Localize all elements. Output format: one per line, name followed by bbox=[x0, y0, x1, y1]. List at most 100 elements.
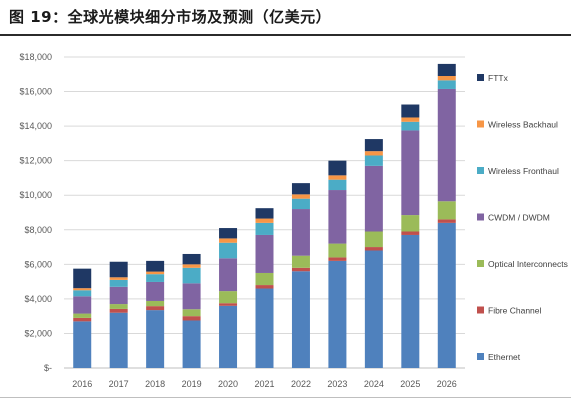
legend-label: CWDM / DWDM bbox=[488, 213, 550, 223]
bar-segment-wireless-backhaul bbox=[182, 264, 201, 268]
y-axis-ticks: $- $2,000 $4,000 $6,000 $8,000 $10,000 $12,000… bbox=[19, 52, 52, 373]
x-tick-label: 2022 bbox=[291, 379, 311, 389]
bar-segment-fibre-channel bbox=[219, 303, 238, 306]
x-tick-label: 2018 bbox=[145, 379, 165, 389]
legend-swatch bbox=[477, 213, 484, 221]
x-tick-label: 2016 bbox=[72, 379, 92, 389]
bar-segment-ethernet bbox=[255, 288, 274, 368]
bar-segment-optical-interconnects bbox=[109, 304, 128, 309]
bar-segment-cwdm-dwdm bbox=[437, 88, 456, 202]
bar-segment-fttx bbox=[73, 268, 92, 289]
bar-segment-wireless-backhaul bbox=[401, 117, 420, 122]
bar-segment-ethernet bbox=[328, 260, 347, 368]
bar-segment-ethernet bbox=[109, 312, 128, 368]
bar-segment-fttx bbox=[401, 104, 420, 118]
bar-segment-fibre-channel bbox=[364, 247, 383, 251]
bar-segment-fibre-channel bbox=[146, 306, 165, 311]
bar-segment-fibre-channel bbox=[437, 219, 456, 223]
bar-segment-fibre-channel bbox=[401, 231, 420, 235]
bar-segment-wireless-fronthaul bbox=[328, 179, 347, 191]
title-divider bbox=[0, 34, 571, 36]
y-tick-label: $10,000 bbox=[19, 190, 52, 200]
bar-segment-fttx bbox=[109, 261, 128, 278]
bar-segment-fttx bbox=[146, 260, 165, 272]
bar-segment-optical-interconnects bbox=[437, 201, 456, 220]
bar-segment-cwdm-dwdm bbox=[364, 165, 383, 232]
bar-segment-wireless-backhaul bbox=[73, 288, 92, 291]
y-tick-label: $8,000 bbox=[24, 225, 52, 235]
bar-segment-cwdm-dwdm bbox=[401, 130, 420, 216]
bar-segment-fibre-channel bbox=[73, 317, 92, 322]
bar-segment-wireless-backhaul bbox=[291, 194, 310, 199]
legend-label: Wireless Backhaul bbox=[488, 120, 558, 130]
legend-swatch bbox=[477, 120, 484, 128]
bar-segment-optical-interconnects bbox=[364, 231, 383, 248]
x-tick-label: 2023 bbox=[327, 379, 347, 389]
legend-swatch bbox=[477, 167, 484, 174]
stacked-bar-chart: $- $2,000 $4,000 $6,000 $8,000 $10,000 $12,000… bbox=[19, 52, 568, 389]
bar-segment-ethernet bbox=[219, 305, 238, 368]
legend-label: Fibre Channel bbox=[488, 306, 542, 316]
bar-segment-wireless-fronthaul bbox=[182, 267, 201, 284]
bar-segment-wireless-backhaul bbox=[364, 151, 383, 156]
x-tick-label: 2020 bbox=[218, 379, 238, 389]
bar-segment-ethernet bbox=[437, 222, 456, 368]
bar-segment-wireless-fronthaul bbox=[255, 222, 274, 235]
legend-swatch bbox=[477, 306, 484, 314]
x-tick-label: 2026 bbox=[437, 379, 457, 389]
legend-label: Wireless Fronthaul bbox=[488, 166, 559, 176]
bar-segment-fibre-channel bbox=[109, 308, 128, 313]
bar-segment-wireless-fronthaul bbox=[146, 274, 165, 282]
footer-divider bbox=[0, 397, 571, 398]
bar-segment-fibre-channel bbox=[291, 267, 310, 272]
bar-segment-wireless-fronthaul bbox=[109, 279, 128, 287]
x-tick-label: 2024 bbox=[364, 379, 384, 389]
bar-segment-fttx bbox=[437, 63, 456, 77]
y-tick-label: $16,000 bbox=[19, 87, 52, 97]
bar-segment-optical-interconnects bbox=[401, 215, 420, 232]
legend-swatch bbox=[477, 353, 484, 360]
bar-segment-fibre-channel bbox=[182, 316, 201, 321]
bar-segment-cwdm-dwdm bbox=[291, 209, 310, 256]
legend-label: Optical Interconnects bbox=[488, 259, 568, 269]
bar-segment-ethernet bbox=[401, 234, 420, 368]
bar-segment-optical-interconnects bbox=[146, 300, 165, 307]
bars bbox=[73, 63, 456, 368]
y-tick-label: $18,000 bbox=[19, 52, 52, 62]
bar-segment-fttx bbox=[328, 160, 347, 176]
bar-segment-wireless-backhaul bbox=[437, 76, 456, 81]
y-tick-label: $6,000 bbox=[24, 259, 52, 269]
bar-segment-optical-interconnects bbox=[291, 255, 310, 268]
bar-segment-wireless-backhaul bbox=[255, 218, 274, 223]
bar-segment-wireless-backhaul bbox=[109, 277, 128, 280]
bar-segment-wireless-backhaul bbox=[328, 175, 347, 180]
bar-segment-wireless-fronthaul bbox=[219, 242, 238, 259]
bar-segment-ethernet bbox=[291, 271, 310, 368]
bar-segment-ethernet bbox=[73, 321, 92, 368]
bar-segment-optical-interconnects bbox=[255, 272, 274, 286]
x-tick-label: 2021 bbox=[254, 379, 274, 389]
bar-segment-fttx bbox=[364, 139, 383, 152]
bar-segment-fttx bbox=[291, 183, 310, 195]
bar-segment-ethernet bbox=[364, 250, 383, 368]
bar-segment-optical-interconnects bbox=[328, 243, 347, 258]
bar-segment-optical-interconnects bbox=[219, 291, 238, 304]
legend: FTTx Wireless Backhaul Wireless Fronthaul C… bbox=[477, 73, 568, 362]
y-tick-label: $- bbox=[44, 363, 52, 373]
bar-segment-fibre-channel bbox=[255, 285, 274, 289]
legend-label: FTTx bbox=[488, 73, 509, 83]
figure-title: 图 19：全球光模块细分市场及预测（亿美元） bbox=[9, 8, 332, 26]
bar-segment-wireless-backhaul bbox=[219, 238, 238, 243]
bar-segment-wireless-fronthaul bbox=[291, 198, 310, 210]
bar-segment-fttx bbox=[255, 208, 274, 219]
bar-segment-cwdm-dwdm bbox=[182, 283, 201, 310]
y-tick-label: $4,000 bbox=[24, 294, 52, 304]
bar-segment-cwdm-dwdm bbox=[328, 190, 347, 244]
x-tick-label: 2019 bbox=[182, 379, 202, 389]
bar-segment-cwdm-dwdm bbox=[109, 286, 128, 305]
bar-segment-ethernet bbox=[146, 310, 165, 368]
bar-segment-fttx bbox=[182, 253, 201, 265]
x-tick-label: 2017 bbox=[109, 379, 129, 389]
bar-segment-wireless-fronthaul bbox=[73, 290, 92, 297]
bar-segment-wireless-fronthaul bbox=[364, 155, 383, 166]
